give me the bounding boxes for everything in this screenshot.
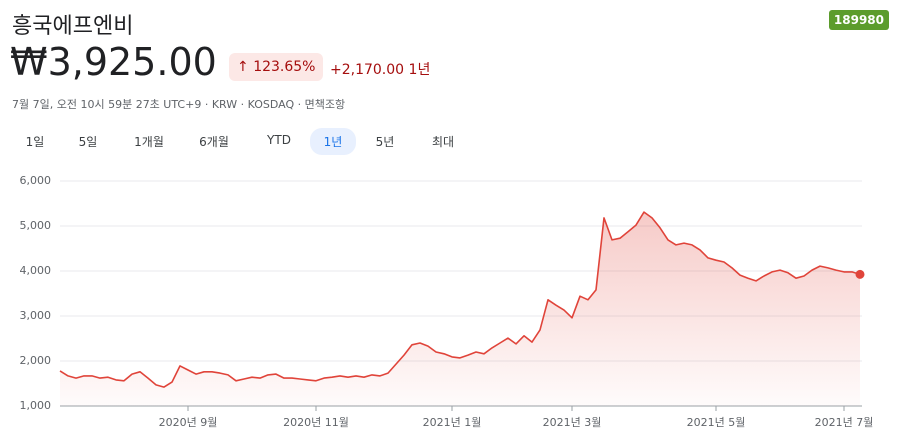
change-percent: 123.65% (253, 59, 316, 75)
x-tick-label: 2021년 1월 (423, 416, 482, 429)
range-tab[interactable]: YTD (267, 133, 291, 147)
range-tab[interactable]: 1일 (25, 135, 45, 149)
x-tick-label: 2021년 5월 (687, 416, 746, 429)
ticker-badge[interactable]: 189980 (828, 10, 889, 30)
price-line (59, 211, 861, 388)
end-dot (855, 269, 865, 279)
price: ₩3,925.00 (10, 40, 217, 84)
range-tab[interactable]: 5일 (78, 135, 98, 149)
change: +2,170.00 (330, 62, 405, 78)
x-tick-label: 2021년 7월 (815, 416, 874, 429)
range-tab[interactable]: 최대 (431, 135, 455, 149)
change-line: +2,170.00 1년 (330, 59, 430, 79)
y-tick-label: 5,000 (20, 219, 52, 232)
y-tick-label: 1,000 (20, 399, 52, 412)
x-tick-label: 2020년 9월 (159, 416, 218, 429)
range-tab[interactable]: 5년 (375, 135, 395, 149)
y-tick-label: 4,000 (20, 264, 52, 277)
period: 1년 (408, 62, 431, 78)
range-tab[interactable]: 1개월 (134, 135, 164, 149)
y-tick-label: 2,000 (20, 354, 52, 367)
change-pill: ↑ 123.65% (229, 53, 324, 81)
stock-name: 흥국에프엔비 (12, 14, 134, 39)
x-tick-label: 2020년 11월 (283, 416, 349, 429)
y-tick-label: 6,000 (20, 174, 52, 187)
x-tick-label: 2021년 3월 (543, 416, 602, 429)
range-tab[interactable]: 1년 (310, 128, 356, 155)
area-fill (60, 212, 860, 406)
meta: 7월 7일, 오전 10시 59분 27초 UTC+9 · KRW · KOSD… (12, 98, 346, 111)
y-tick-label: 3,000 (20, 309, 52, 322)
range-tabs: 1일 5일 1개월 6개월 YTD 1년 5년 최대 (12, 128, 472, 155)
range-tab[interactable]: 6개월 (199, 135, 229, 149)
